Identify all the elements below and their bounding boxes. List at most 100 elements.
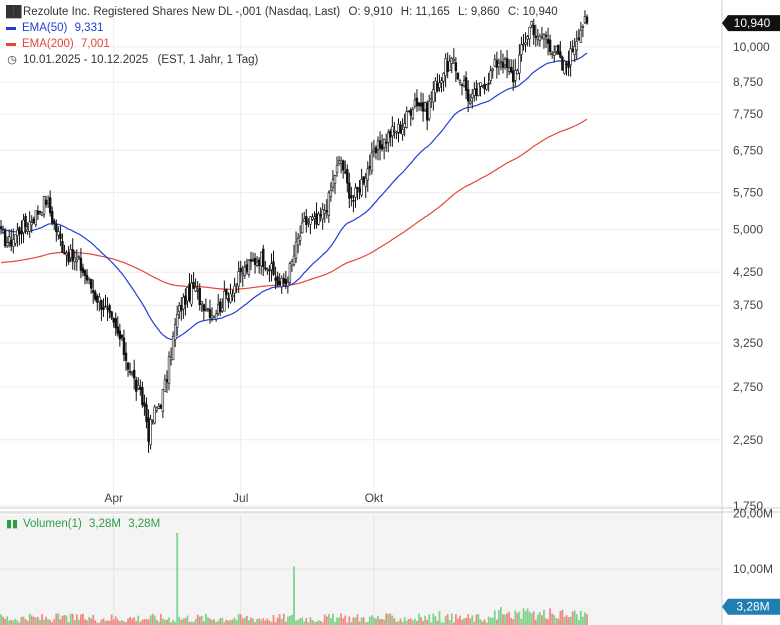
ema50-legend[interactable]: EMA(50) 9,331 (6, 20, 103, 36)
volume-bar (444, 615, 447, 625)
candle-body (491, 68, 494, 71)
volume-label: Volumen(1) (23, 518, 82, 530)
candle-body (178, 305, 181, 312)
y-tick-label: 4,250 (733, 265, 763, 279)
volume-bar (407, 618, 410, 625)
volume-bar (248, 620, 250, 625)
candle-body (233, 285, 236, 294)
ema200-swatch (6, 42, 16, 46)
volume-bar (325, 616, 328, 625)
volume-bar (420, 617, 422, 625)
candle-body (0, 226, 3, 229)
candle-body (237, 271, 240, 287)
ema200-label: EMA(200) (22, 38, 74, 50)
volume-bar (219, 618, 222, 625)
candle-body (315, 213, 318, 225)
candle-body (438, 82, 441, 88)
candle-body (59, 233, 62, 239)
candle-body (507, 67, 511, 72)
volume-bar (397, 621, 400, 625)
volume-bar (368, 616, 371, 625)
volume-value-2: 3,28M (128, 518, 161, 530)
x-tick-label: Okt (365, 491, 384, 505)
candle-body (481, 85, 484, 87)
candle-body (471, 93, 474, 98)
ema200-legend[interactable]: EMA(200) 7,001 (6, 36, 110, 52)
candle-body (477, 83, 480, 97)
volume-bar (256, 619, 259, 625)
volume-bar (151, 613, 154, 625)
volume-bar (14, 618, 17, 625)
candle-body (296, 237, 300, 246)
candle-body (352, 200, 355, 202)
candle-body (151, 420, 154, 422)
x-tick-label: Jul (233, 491, 248, 505)
candle-body (223, 290, 226, 312)
date-range-value: 10.01.2025 - 10.12.2025 (23, 54, 149, 66)
candle-body (489, 70, 492, 81)
volume-bar (463, 618, 465, 625)
volume-bar (139, 621, 142, 625)
volume-bar (217, 620, 220, 625)
candle-body (405, 111, 408, 128)
volume-bar (4, 618, 6, 625)
volume-bar (438, 611, 441, 625)
candle-body (487, 82, 490, 85)
low-value: 9,860 (470, 6, 500, 18)
candle-body (128, 371, 132, 373)
volume-bar (346, 622, 349, 625)
volume-bar (209, 618, 211, 625)
volume-bar (379, 619, 381, 625)
volume-bar (80, 614, 82, 625)
candle-body (239, 267, 242, 273)
volume-bar (184, 617, 187, 625)
candle-body (26, 228, 29, 232)
volume-bar (387, 613, 390, 625)
candle-body (462, 80, 466, 87)
volume-bar (282, 613, 285, 625)
volume-legend[interactable]: ▮▮ Volumen(1) 3,28M 3,28M (6, 516, 160, 532)
volume-bar (71, 613, 74, 625)
candle-body (421, 102, 425, 112)
volume-bar (77, 619, 80, 625)
volume-bar (487, 616, 490, 625)
candle-body (524, 42, 527, 45)
candle-body (389, 130, 392, 138)
volume-bar (108, 620, 111, 625)
volume-bar (73, 620, 76, 625)
y-tick-label: 10,000 (733, 40, 770, 54)
volume-bar (475, 614, 478, 625)
candle-body (192, 281, 195, 289)
candle-body (282, 278, 285, 284)
volume-bar (192, 622, 195, 625)
volume-bar (98, 622, 101, 625)
volume-bar (393, 618, 396, 625)
volume-bar (112, 619, 115, 625)
volume-bar (100, 619, 103, 625)
candle-body (1, 229, 5, 233)
candle-body (366, 168, 369, 181)
candle-body (272, 261, 275, 275)
candle-body (374, 147, 378, 154)
chart-header: ██Rezolute Inc. Registered Shares New DL… (6, 4, 558, 20)
volume-bar (553, 615, 556, 625)
volume-bar (225, 619, 228, 625)
candle-body (423, 102, 427, 111)
candle-body (378, 140, 382, 149)
volume-bar (514, 610, 517, 625)
y-tick-label: 7,750 (733, 107, 763, 121)
volume-bar (538, 612, 541, 625)
candle-body (145, 404, 148, 423)
candle-body (540, 36, 544, 39)
volume-bar (61, 615, 64, 625)
volume-bar (194, 619, 197, 625)
candle-body (387, 132, 390, 143)
volume-bar (364, 622, 367, 625)
volume-bar (332, 613, 334, 625)
volume-bar (116, 619, 119, 625)
volume-bar (586, 614, 588, 625)
candle-body (454, 62, 458, 72)
candle-body (266, 268, 269, 271)
candle-body (106, 307, 109, 310)
candle-body (75, 259, 79, 263)
